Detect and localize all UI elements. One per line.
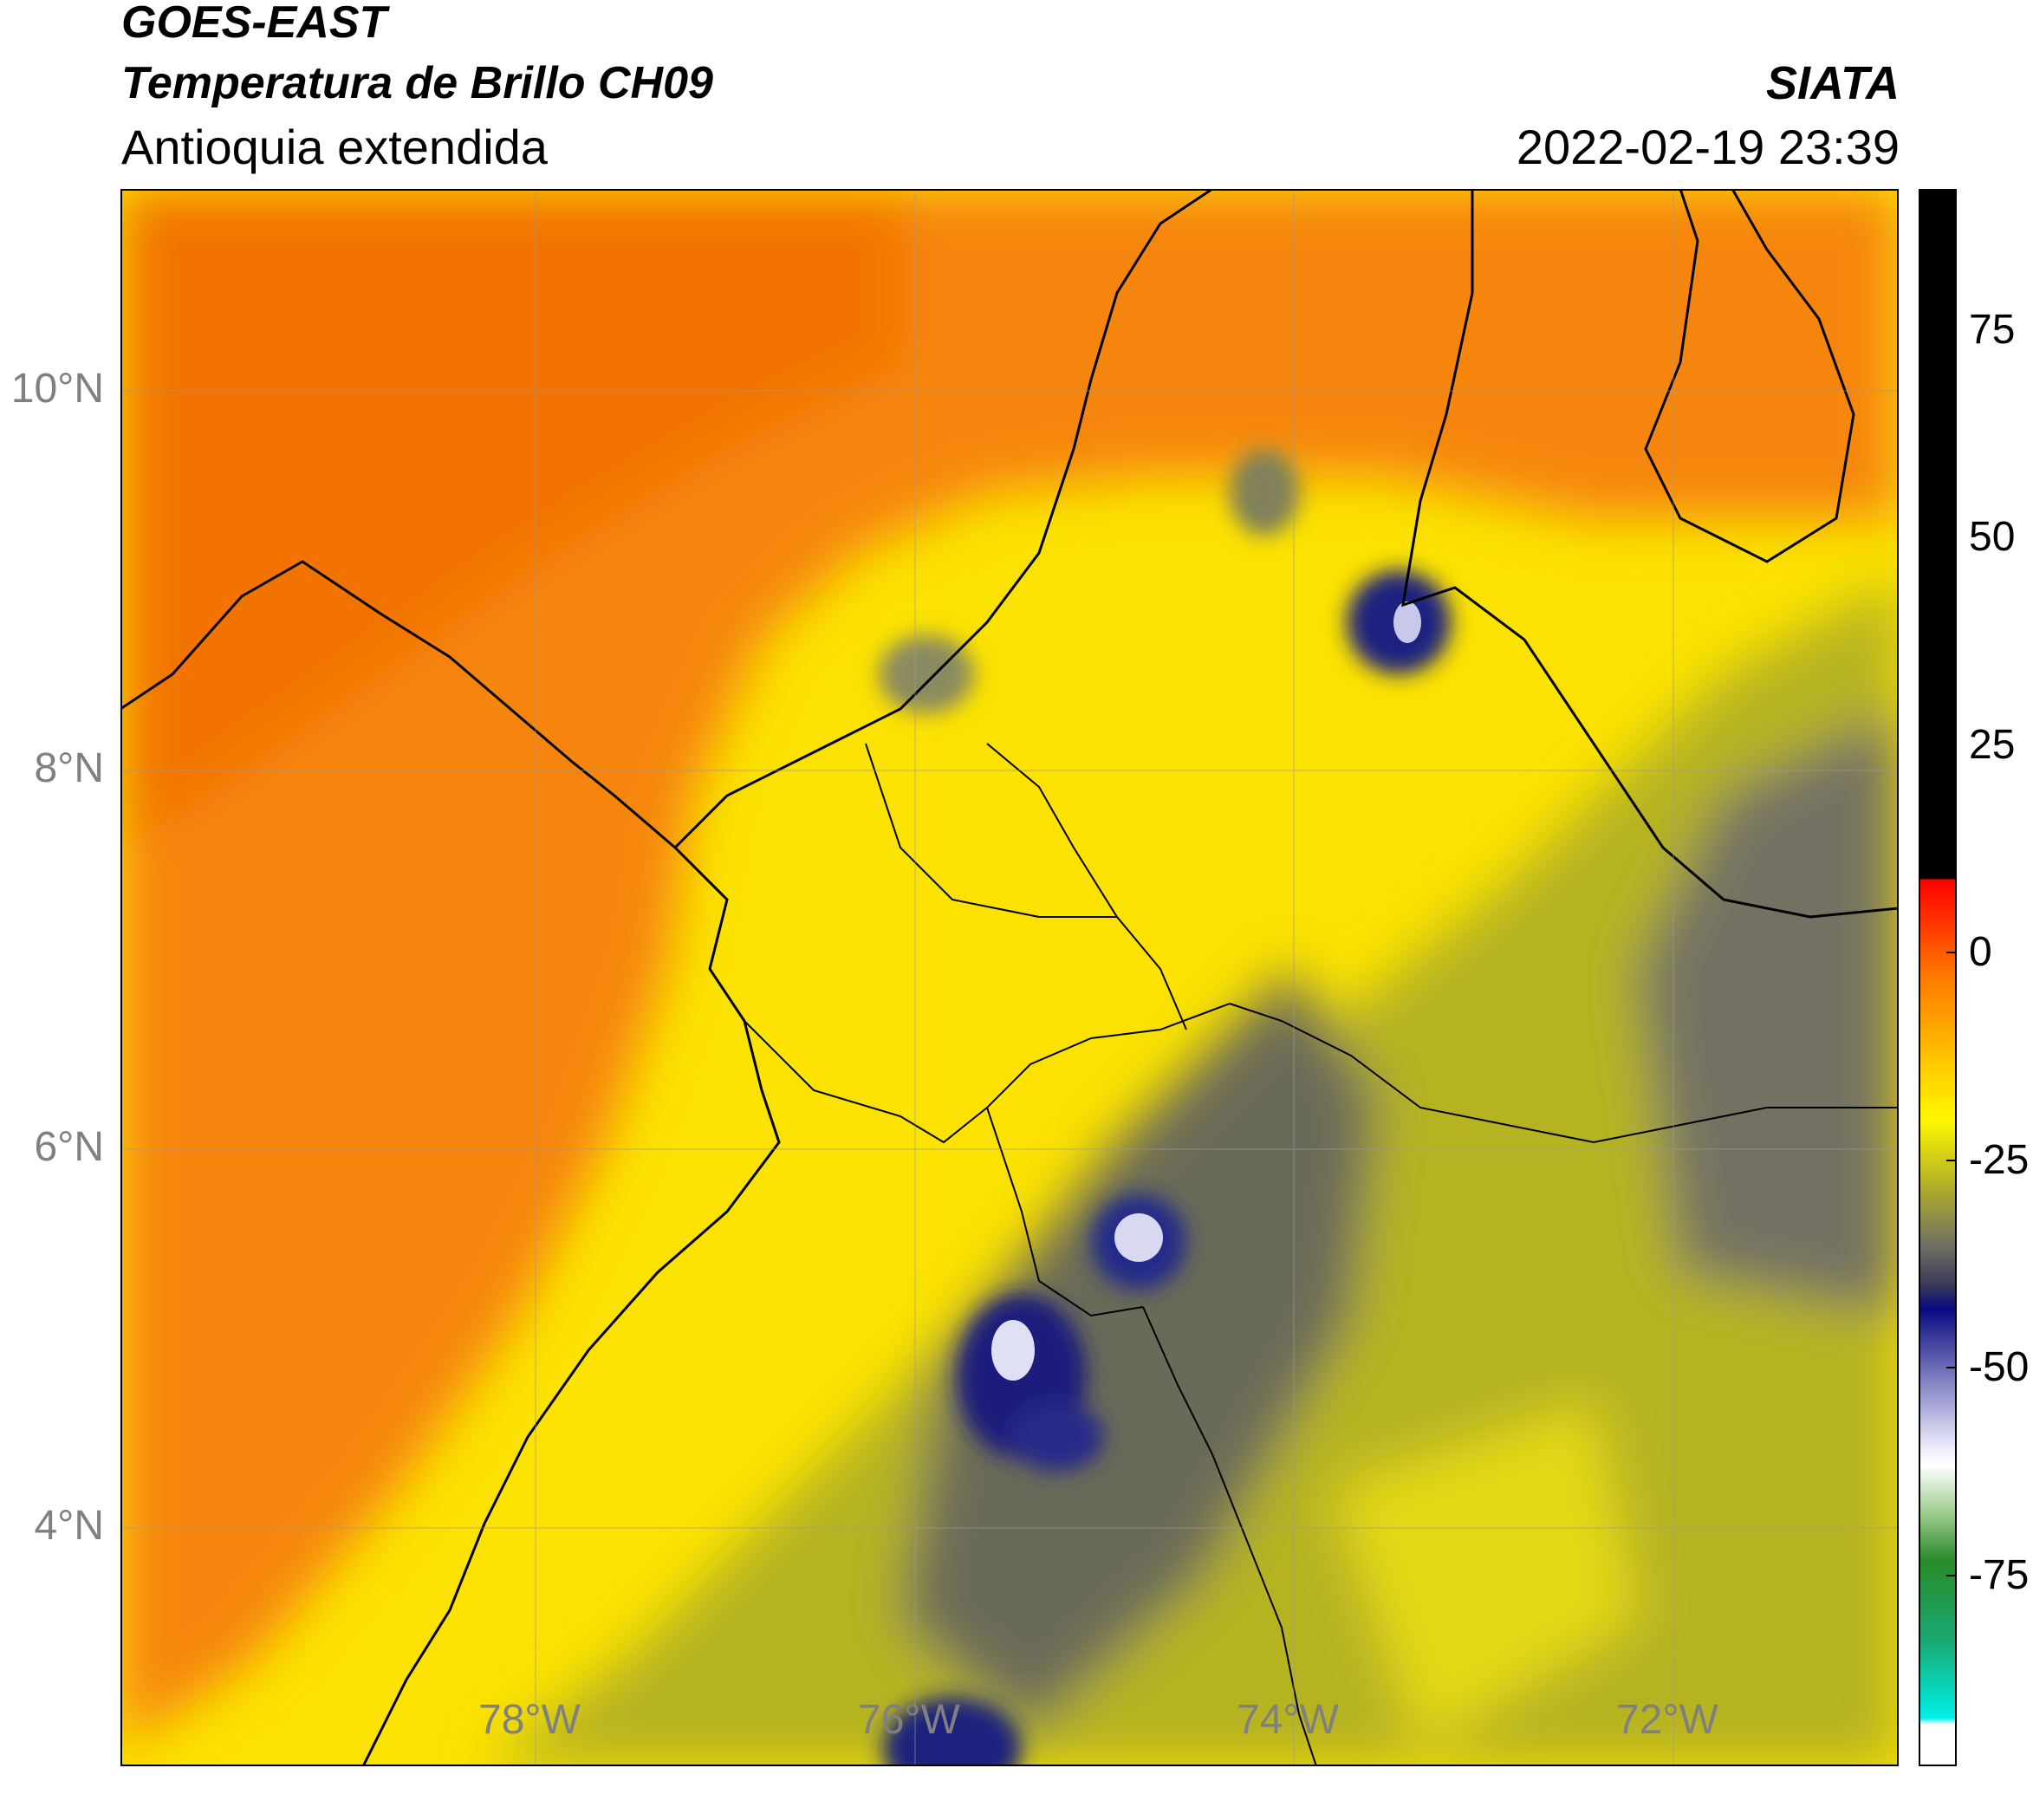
datetime-label: 2022-02-19 23:39 (1516, 120, 1900, 174)
lon-label-74w: 74°W (1237, 1697, 1339, 1743)
colorbar-tick-minus75: -75 (1969, 1552, 2030, 1598)
orange-ocean-region (120, 189, 1899, 1749)
cold-top-central (1114, 1213, 1163, 1262)
colorbar-ticks (1946, 329, 1957, 1576)
gray-cloud-central (900, 969, 1377, 1732)
department-boundaries (744, 743, 1899, 1766)
cloud-bottom-edge (883, 1697, 1022, 1766)
cold-top-north (1393, 601, 1421, 643)
temperature-map (120, 189, 1899, 1766)
colorbar-tick-minus25: -25 (1969, 1137, 2030, 1183)
coastline-boundaries (120, 189, 1899, 1766)
gridlines (120, 189, 1899, 1766)
product-title: Temperatura de Brillo CH09 (121, 58, 713, 108)
lat-label-10n: 10°N (10, 366, 104, 412)
colorbar-gradient (1919, 189, 1957, 1766)
lat-label-4n: 4°N (34, 1503, 104, 1549)
lon-label-76w: 76°W (858, 1697, 960, 1743)
gray-spot-north (1230, 449, 1299, 536)
colorbar-tick-minus50: -50 (1969, 1344, 2030, 1390)
colorbar-tick-0: 0 (1969, 929, 1992, 975)
deep-orange-sea (120, 189, 900, 848)
region-subtitle: Antioquia extendida (121, 120, 548, 174)
yellow-southeast-strip (1334, 1402, 1637, 1749)
gray-cloud-east (1637, 709, 1899, 1316)
cloud-core-southwest (1009, 1402, 1104, 1472)
colorbar-tick-75: 75 (1969, 307, 2016, 353)
agency-label: SIATA (1766, 57, 1900, 109)
gray-spot-northwest (879, 635, 974, 713)
cold-top-south (991, 1320, 1035, 1381)
lon-label-72w: 72°W (1616, 1697, 1718, 1743)
lat-label-8n: 8°N (34, 745, 104, 791)
colorbar (1919, 189, 1957, 1766)
satellite-title: GOES-EAST (121, 0, 387, 48)
lat-label-6n: 6°N (34, 1124, 104, 1170)
colorbar-tick-50: 50 (1969, 514, 2016, 560)
lon-label-78w: 78°W (478, 1697, 581, 1743)
colorbar-tick-25: 25 (1969, 722, 2016, 768)
map-frame (120, 189, 1899, 1766)
